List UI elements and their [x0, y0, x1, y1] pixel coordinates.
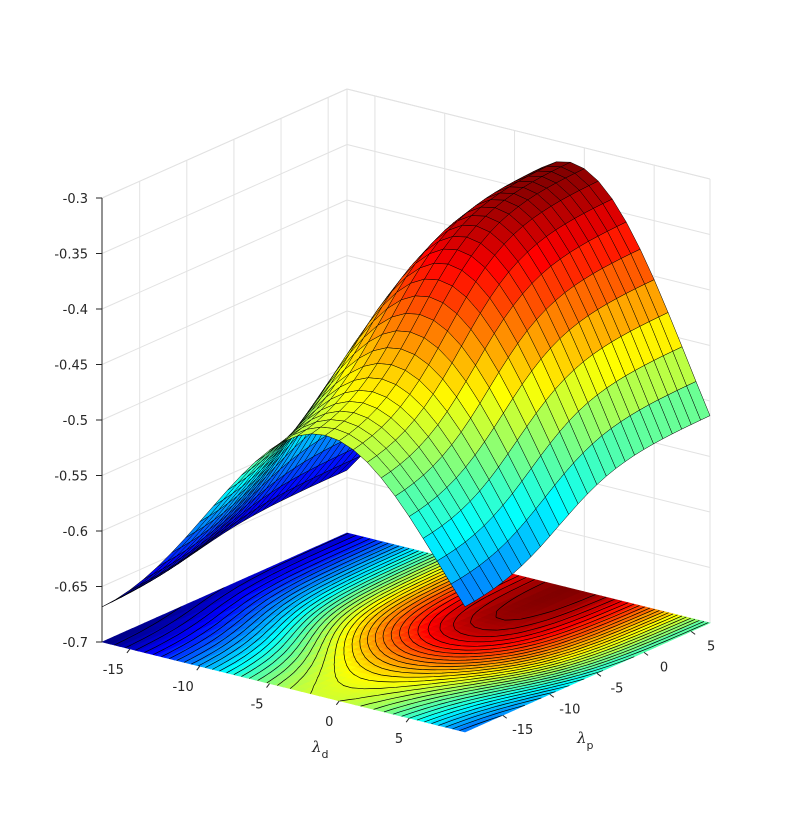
- y-tick-label: -15: [512, 723, 533, 738]
- y-tick: [549, 693, 555, 698]
- y-tick-label: 0: [660, 660, 668, 675]
- contour-line: [144, 534, 357, 653]
- contour-line: [114, 606, 182, 646]
- contour-line: [289, 558, 691, 707]
- contour-line: [333, 560, 683, 690]
- x-tick-label: -5: [251, 698, 264, 713]
- surface-patch: [129, 573, 154, 591]
- contour-line: [169, 539, 377, 660]
- contour-line: [176, 541, 383, 661]
- surface-mesh: [101, 161, 711, 608]
- contour-line: [351, 562, 674, 678]
- tick-labels: -0.3 -0.35 -0.4 -0.45 -0.5 -0.55 -0.6 -0.65 -0.7…: [54, 192, 715, 747]
- y-tick: [690, 630, 696, 635]
- z-tick-label: -0.65: [54, 581, 88, 596]
- x-tick-label: 0: [325, 715, 333, 730]
- contour-line: [233, 551, 604, 721]
- surface-patch: [139, 568, 163, 586]
- y-tick-label: 5: [707, 639, 715, 654]
- grid-line: [346, 88, 711, 180]
- x-tick-label: -15: [103, 663, 124, 678]
- contour-floor: [101, 532, 711, 733]
- z-tick-label: -0.6: [63, 525, 88, 540]
- contour-line: [257, 554, 705, 715]
- contour-line: [452, 577, 615, 638]
- surface-patch: [450, 578, 475, 607]
- z-tick-label: -0.3: [63, 192, 88, 207]
- contour-line: [198, 545, 525, 730]
- contour-line: [135, 532, 349, 651]
- contour-line: [277, 557, 696, 710]
- z-tick-label: -0.5: [63, 414, 88, 429]
- contour-line: [205, 546, 542, 728]
- contour-line: [359, 563, 669, 674]
- contour-line: [161, 538, 371, 658]
- contour-line: [367, 564, 665, 671]
- contour-line: [153, 536, 364, 656]
- contour-line: [310, 559, 687, 702]
- contour-line: [241, 552, 635, 719]
- z-tick-label: -0.4: [63, 303, 88, 318]
- x-tick-label: -10: [172, 680, 193, 695]
- y-tick-label: -10: [559, 702, 580, 717]
- contour-line: [219, 549, 570, 725]
- surface-patch: [115, 584, 140, 600]
- grid-line: [101, 199, 348, 310]
- y-tick-label: -5: [610, 681, 623, 696]
- x-tick: [196, 665, 201, 671]
- grid-line: [101, 366, 348, 476]
- x-tick: [126, 648, 131, 654]
- contour-line: [495, 581, 596, 621]
- grid-line: [101, 310, 348, 421]
- axes-box: [96, 197, 696, 723]
- y-tick: [596, 672, 602, 677]
- contour-line: [191, 544, 502, 731]
- z-tick-label: -0.35: [54, 248, 88, 263]
- x-tick: [266, 683, 270, 688]
- contour-line: [382, 567, 655, 664]
- contour-line: [183, 542, 389, 663]
- contour-line: [343, 561, 678, 683]
- x-tick: [405, 717, 410, 723]
- contour-line: [212, 548, 556, 726]
- contour-line: [226, 550, 585, 723]
- contour-cell: [693, 620, 711, 627]
- contour-line: [125, 587, 224, 649]
- y-tick: [643, 651, 649, 656]
- x-tick: [335, 700, 340, 706]
- grid-line: [101, 144, 348, 254]
- contour-line: [470, 579, 607, 631]
- grid-line: [101, 255, 348, 365]
- y-tick: [502, 714, 507, 719]
- contour-line: [249, 553, 709, 717]
- y-axis-label: λp: [576, 729, 594, 752]
- x-axis-label: λd: [311, 738, 329, 761]
- z-tick-label: -0.7: [63, 636, 88, 651]
- z-tick-label: -0.45: [54, 359, 88, 374]
- contour-line: [266, 556, 700, 713]
- x-tick-label: 5: [395, 732, 403, 747]
- grid-line: [101, 88, 348, 199]
- z-tick-label: -0.55: [54, 470, 88, 485]
